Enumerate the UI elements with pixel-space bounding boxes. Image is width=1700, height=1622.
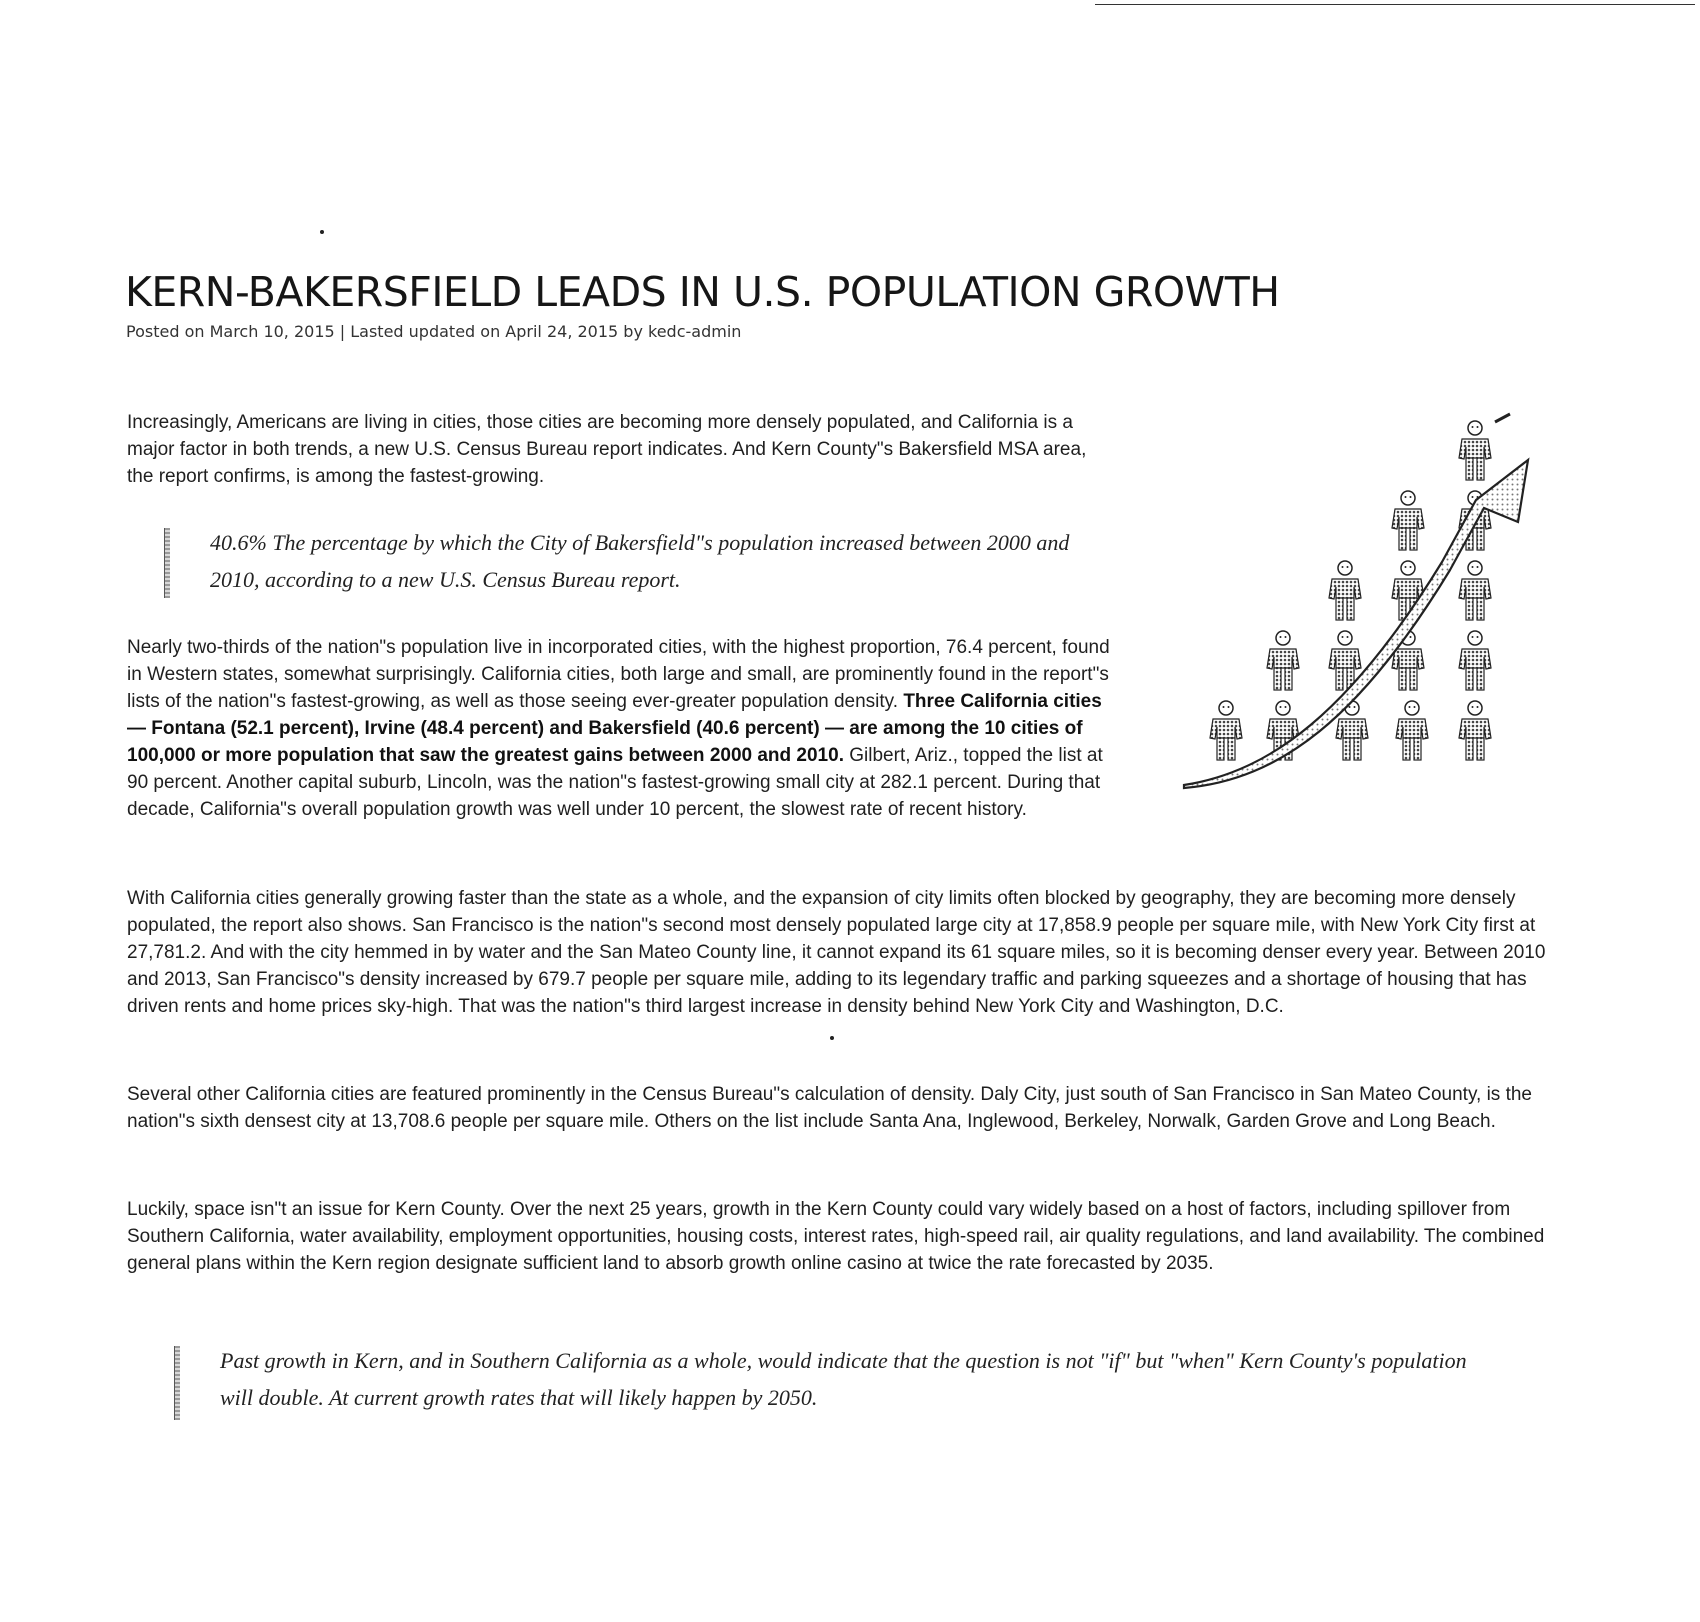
- pullquote-bar: [164, 528, 170, 598]
- cities-paragraph-bold: Three California cities — Fontana (52.1 …: [127, 691, 1102, 766]
- article-byline: Posted on March 10, 2015 | Lasted update…: [126, 322, 742, 341]
- daly-city-paragraph: Several other California cities are feat…: [127, 1084, 1532, 1132]
- intro-paragraph: Increasingly, Americans are living in ci…: [127, 412, 1087, 487]
- pullquote-bakersfield: 40.6% The percentage by which the City o…: [210, 530, 1070, 592]
- scan-speck: [830, 1036, 834, 1040]
- cities-paragraph: Nearly two-thirds of the nation"s popula…: [127, 634, 1122, 823]
- scan-speck: [320, 230, 324, 234]
- pullquote-bar: [174, 1346, 180, 1420]
- top-rule: [1095, 4, 1695, 5]
- pullquote-kern-doubling: Past growth in Kern, and in Southern Cal…: [220, 1348, 1467, 1410]
- density-paragraph: With California cities generally growing…: [127, 888, 1546, 1017]
- article-title: KERN-BAKERSFIELD LEADS IN U.S. POPULATIO…: [125, 268, 1280, 316]
- population-growth-people-arrow-icon: [1180, 412, 1530, 797]
- kern-space-paragraph: Luckily, space isn"t an issue for Kern C…: [127, 1199, 1545, 1274]
- cities-paragraph-text-b: Gilbert, Ariz., topped the list at 90 pe…: [127, 745, 1103, 820]
- cities-paragraph-text-a: Nearly two-thirds of the nation"s popula…: [127, 637, 1110, 712]
